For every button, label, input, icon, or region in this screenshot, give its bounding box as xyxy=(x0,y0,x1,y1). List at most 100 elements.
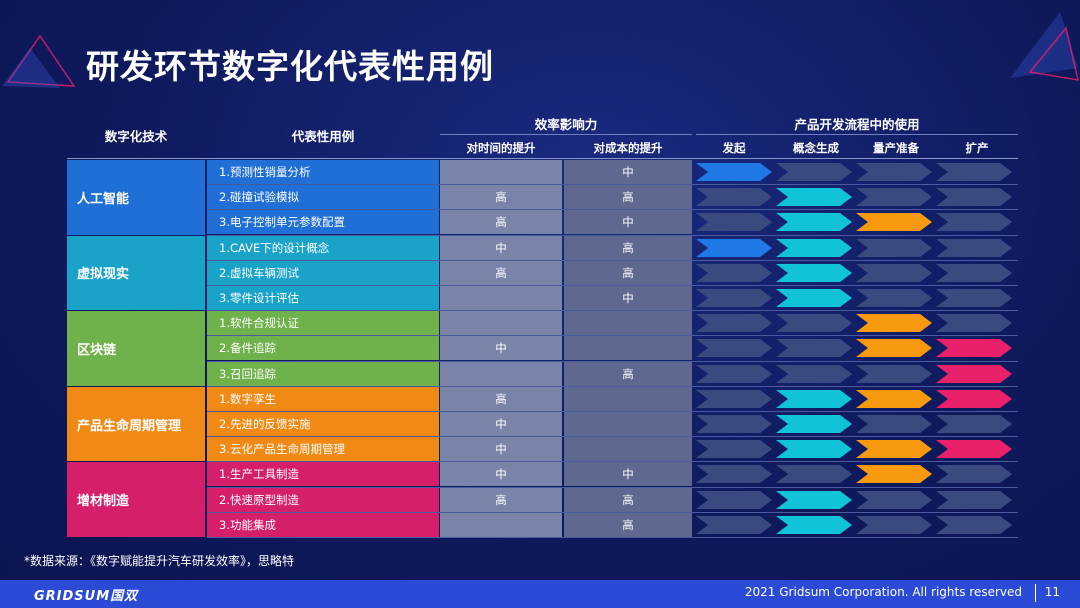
header-effect-time: 对时间的提升 xyxy=(466,141,536,155)
stage-arrow-2 xyxy=(856,389,932,408)
effect-time-cell xyxy=(440,311,562,336)
stage-arrow-1 xyxy=(776,465,852,484)
effect-cost-cell: 高 xyxy=(564,512,692,537)
stage-arrow-0 xyxy=(696,515,772,534)
process-arrows xyxy=(696,286,1018,310)
row-separator xyxy=(207,209,1018,211)
category-3: 产品生命周期管理 xyxy=(67,386,205,462)
stage-arrow-0 xyxy=(696,364,772,383)
stage-arrow-2 xyxy=(856,465,932,484)
brand-logo: GRIDSUM国双 xyxy=(34,589,139,604)
use-case-row: 3.功能集成 xyxy=(207,512,439,537)
header-use-case: 代表性用例 xyxy=(291,129,355,144)
use-case-row: 1.生产工具制造 xyxy=(207,462,439,487)
page-number: 11 xyxy=(1044,585,1060,599)
stage-arrow-0 xyxy=(696,389,772,408)
stage-arrow-2 xyxy=(856,440,932,459)
effect-cost-cell: 中 xyxy=(564,286,692,310)
stage-arrow-1 xyxy=(776,339,852,358)
row-separator xyxy=(207,511,1018,513)
stage-arrow-1 xyxy=(776,440,852,459)
row-separator xyxy=(207,537,1018,538)
stage-arrow-1 xyxy=(776,263,852,282)
process-arrows xyxy=(696,236,1018,260)
effect-cost-cell: 中 xyxy=(564,160,692,184)
effect-time-cell: 高 xyxy=(440,185,562,210)
use-case-row: 1.预测性销量分析 xyxy=(207,160,439,184)
effect-cost-cell: 中 xyxy=(564,210,692,235)
effect-time-cell xyxy=(440,512,562,537)
row-separator xyxy=(207,285,1018,286)
stage-arrow-1 xyxy=(776,188,852,207)
use-case-row: 3.电子控制单元参数配置 xyxy=(207,210,439,235)
stage-arrow-0 xyxy=(696,339,772,358)
category-label: 人工智能 xyxy=(77,191,130,207)
header-divider-process xyxy=(696,134,1018,135)
stage-arrow-3 xyxy=(936,490,1012,509)
stage-arrow-0 xyxy=(696,213,772,232)
stage-arrow-0 xyxy=(696,289,772,307)
stage-arrow-3 xyxy=(936,263,1012,282)
use-case-row: 3.召回追踪 xyxy=(207,361,439,386)
use-case-row: 3.云化产品生命周期管理 xyxy=(207,437,439,462)
use-case-row: 2.碰撞试验模拟 xyxy=(207,185,439,210)
process-arrows xyxy=(696,513,1018,537)
process-arrows xyxy=(696,210,1018,234)
row-separator xyxy=(207,486,1018,488)
footer-bar xyxy=(0,580,1080,608)
triangle-decoration-right-icon xyxy=(1010,12,1079,81)
stage-arrow-1 xyxy=(776,389,852,408)
effect-cost-cell: 高 xyxy=(564,361,692,386)
use-case-row: 2.先进的反馈实施 xyxy=(207,412,439,436)
stage-arrow-2 xyxy=(856,163,932,181)
stage-arrow-3 xyxy=(936,163,1012,181)
process-arrows xyxy=(696,261,1018,285)
effect-time-cell xyxy=(440,361,562,386)
stage-arrow-2 xyxy=(856,314,932,333)
effect-time-cell: 中 xyxy=(440,462,562,487)
stage-arrow-1 xyxy=(776,364,852,383)
page-title: 研发环节数字化代表性用例 xyxy=(86,47,494,86)
use-case-row: 3.零件设计评估 xyxy=(207,286,439,310)
row-separator xyxy=(207,461,1018,463)
stage-arrow-0 xyxy=(696,163,772,181)
process-arrows xyxy=(696,488,1018,512)
effect-time-cell xyxy=(440,160,562,184)
category-label: 增材制造 xyxy=(77,494,130,510)
effect-cost-cell xyxy=(564,437,692,462)
header-stage-0: 发起 xyxy=(722,141,746,155)
stage-arrow-2 xyxy=(856,263,932,282)
stage-arrow-2 xyxy=(856,238,932,257)
effect-time-cell: 高 xyxy=(440,386,562,411)
stage-arrow-1 xyxy=(776,289,852,307)
category-1: 虚拟现实 xyxy=(67,235,205,311)
process-arrows xyxy=(696,336,1018,360)
stage-arrow-2 xyxy=(856,339,932,358)
stage-arrow-1 xyxy=(776,314,852,333)
effect-cost-cell xyxy=(564,412,692,436)
process-arrows xyxy=(696,311,1018,335)
category-2: 区块链 xyxy=(67,311,205,386)
row-separator xyxy=(207,360,1018,362)
stage-arrow-2 xyxy=(856,289,932,307)
row-separator xyxy=(207,234,1018,236)
effect-time-cell: 高 xyxy=(440,487,562,512)
copyright-text: 2021 Gridsum Corporation. All rights res… xyxy=(744,585,1022,599)
process-arrows xyxy=(696,387,1018,411)
effect-time-cell: 中 xyxy=(440,437,562,462)
effect-cost-cell xyxy=(564,311,692,336)
stage-arrow-3 xyxy=(936,515,1012,534)
effect-cost-cell: 中 xyxy=(564,462,692,487)
page-number-divider xyxy=(1035,584,1036,602)
stage-arrow-1 xyxy=(776,515,852,534)
stage-arrow-0 xyxy=(696,490,772,509)
header-stage-3: 扩产 xyxy=(965,141,989,155)
use-case-row: 1.软件合规认证 xyxy=(207,311,439,336)
effect-cost-cell: 高 xyxy=(564,235,692,260)
effect-time-cell: 中 xyxy=(440,235,562,260)
stage-arrow-1 xyxy=(776,490,852,509)
stage-arrow-3 xyxy=(936,314,1012,333)
stage-arrow-0 xyxy=(696,314,772,333)
header-process: 产品开发流程中的使用 xyxy=(794,117,920,132)
stage-arrow-0 xyxy=(696,263,772,282)
